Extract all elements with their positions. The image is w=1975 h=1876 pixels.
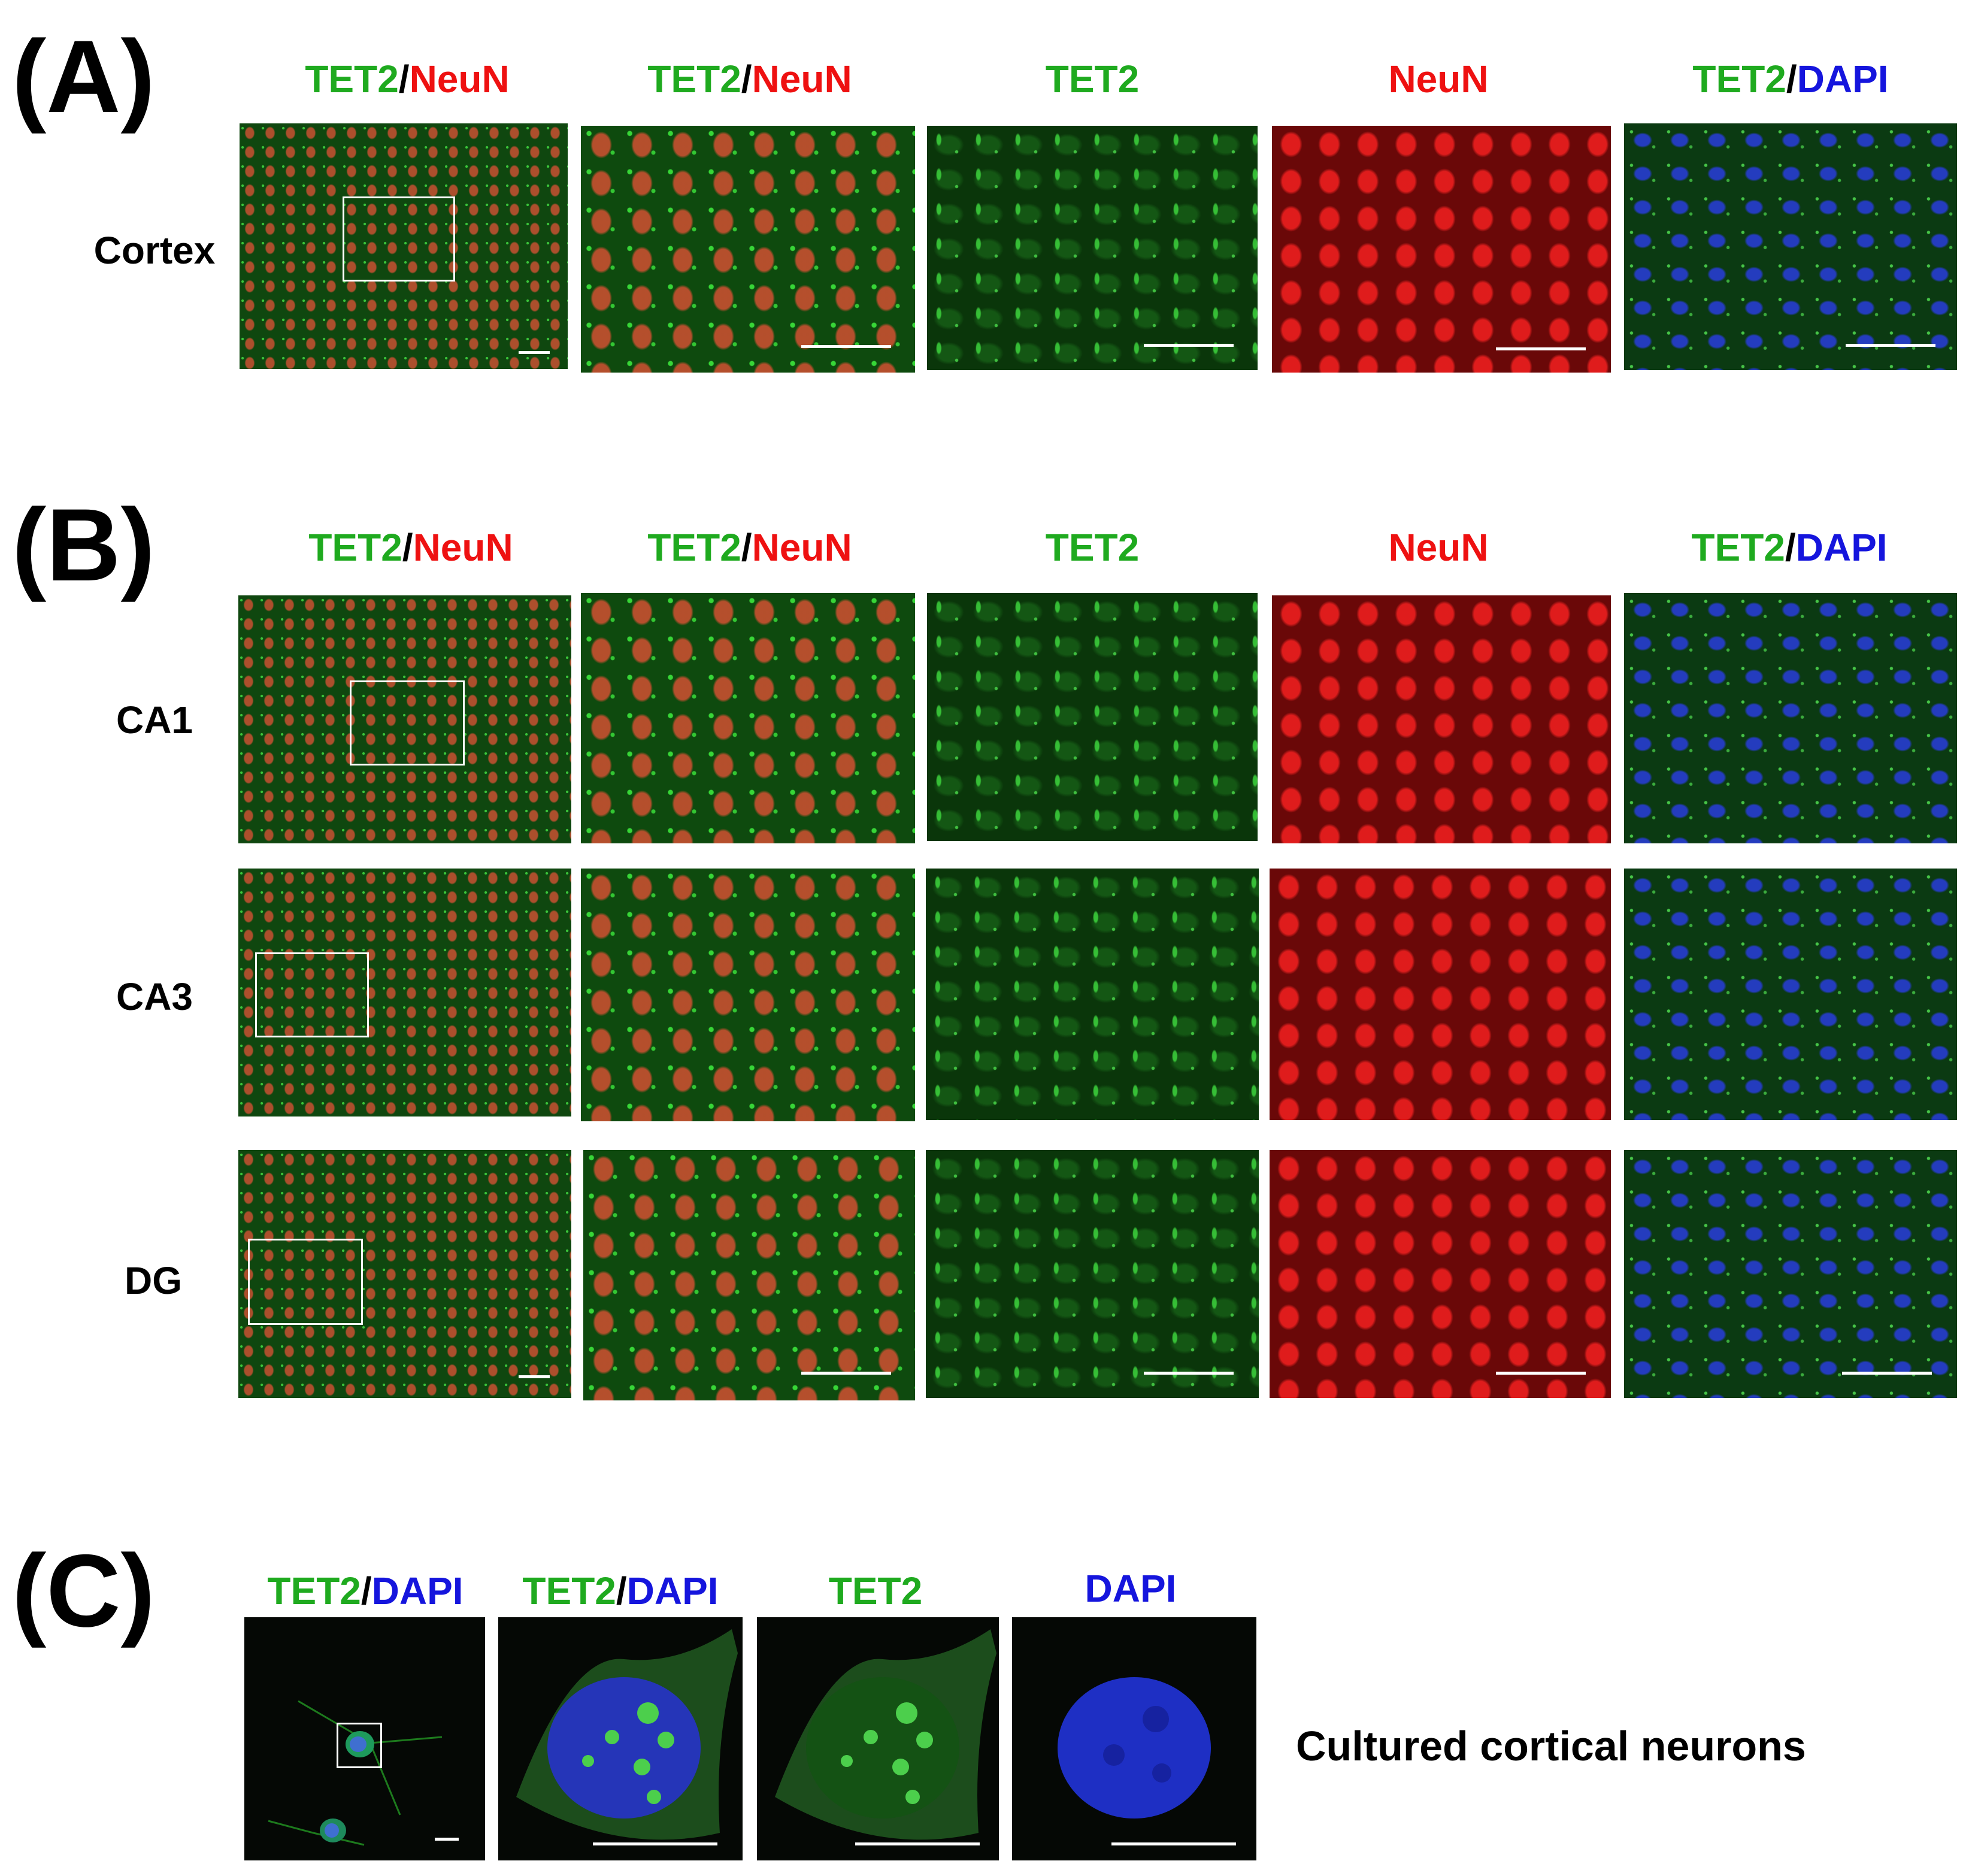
scale-bar [801, 1372, 891, 1375]
tet2-label: TET2 [1692, 58, 1786, 101]
micrograph-cortex-merge-zoom [581, 126, 915, 373]
panel-c-letter: (C) [12, 1533, 155, 1648]
tet2-label: TET2 [647, 526, 741, 569]
panel-b-col1-title: TET2/NeuN [308, 528, 513, 567]
separator: / [361, 1569, 372, 1612]
separator: / [398, 58, 410, 101]
scale-bar [1846, 344, 1935, 347]
tet2-label: TET2 [647, 58, 741, 101]
row-label-ca1: CA1 [116, 698, 193, 742]
cultured-neurons-drawing [268, 1700, 443, 1846]
panel-a-col3-title: TET2 [1045, 58, 1140, 101]
dapi-label: DAPI [1795, 526, 1888, 569]
row-label-ca3: CA3 [116, 975, 193, 1018]
neuron-tet2-drawing [775, 1629, 996, 1840]
panel-b-col2-title: TET2/NeuN [647, 528, 852, 567]
micrograph-ca3-neun [1270, 869, 1611, 1120]
micrograph-cortex-neun [1272, 126, 1611, 373]
dapi-label: DAPI [1797, 58, 1889, 101]
panel-a-col1-title: TET2/NeuN [305, 60, 509, 98]
panel-a-col2-title: TET2/NeuN [647, 60, 852, 98]
scale-bar [855, 1842, 980, 1845]
neun-label: NeuN [413, 526, 513, 569]
dapi-label: DAPI [371, 1569, 464, 1612]
neun-label: NeuN [752, 526, 852, 569]
scale-bar [519, 1375, 550, 1378]
panel-c-col1-title: TET2/DAPI [267, 1572, 463, 1610]
micrograph-cortex-tet2-dapi [1624, 123, 1957, 370]
micrograph-cortex-tet2 [927, 126, 1258, 370]
dapi-label: DAPI [626, 1569, 719, 1612]
micrograph-cortex-overview [240, 123, 568, 369]
scale-bar [1144, 344, 1234, 347]
panel-b-col3-title: TET2 [1045, 526, 1140, 569]
panel-b-col5-title: TET2/DAPI [1691, 528, 1887, 567]
micrograph-ca1-overview [238, 595, 571, 843]
scale-bar [435, 1838, 459, 1841]
zoom-region-box [248, 1239, 363, 1325]
micrograph-ca3-merge-zoom [581, 869, 915, 1121]
zoom-region-box [337, 1723, 382, 1768]
separator: / [402, 526, 413, 569]
micrograph-ca3-overview [238, 869, 571, 1116]
scale-bar [519, 351, 550, 354]
scale-bar [1144, 1372, 1234, 1375]
panel-a-col4-title: NeuN [1388, 58, 1489, 101]
micrograph-dg-neun [1270, 1150, 1611, 1398]
zoom-region-box [343, 196, 455, 282]
micrograph-ca3-tet2 [926, 869, 1259, 1120]
neun-label: NeuN [752, 58, 852, 101]
micrograph-ca1-tet2 [927, 593, 1258, 841]
micrograph-cultured-neuron-tet2-dapi [498, 1617, 743, 1860]
separator: / [1786, 58, 1797, 101]
separator: / [1785, 526, 1796, 569]
scale-bar [1111, 1842, 1236, 1845]
neuron-dapi-drawing [1058, 1677, 1211, 1818]
scale-bar [1496, 1372, 1586, 1375]
separator: / [741, 58, 752, 101]
micrograph-dg-overview [238, 1150, 571, 1398]
tet2-label: TET2 [308, 526, 402, 569]
row-label-dg: DG [125, 1259, 182, 1302]
tet2-label: TET2 [305, 58, 399, 101]
tet2-label: TET2 [267, 1569, 361, 1612]
micrograph-cultured-neurons-overview [244, 1617, 485, 1860]
scale-bar [593, 1842, 717, 1845]
panel-c-col4-title: DAPI [1085, 1567, 1177, 1610]
panel-a-col5-title: TET2/DAPI [1692, 60, 1888, 98]
row-label-cortex: Cortex [93, 229, 216, 272]
neun-label: NeuN [409, 58, 510, 101]
separator: / [616, 1569, 627, 1612]
micrograph-ca1-merge-zoom [581, 593, 915, 843]
zoom-region-box [350, 680, 465, 765]
scale-bar [1496, 347, 1586, 350]
micrograph-ca3-tet2-dapi [1624, 869, 1957, 1120]
micrograph-ca1-neun [1272, 595, 1611, 843]
scale-bar [1842, 1372, 1932, 1375]
separator: / [741, 526, 752, 569]
panel-b-letter: (B) [12, 488, 155, 603]
micrograph-dg-merge-zoom [583, 1150, 915, 1400]
scale-bar [801, 345, 891, 348]
caption-cultured-cortical-neurons: Cultured cortical neurons [1296, 1723, 1806, 1769]
micrograph-dg-tet2-dapi [1624, 1150, 1957, 1398]
tet2-label: TET2 [1691, 526, 1785, 569]
tet2-label: TET2 [522, 1569, 616, 1612]
panel-c-col2-title: TET2/DAPI [522, 1572, 718, 1610]
micrograph-dg-tet2 [926, 1150, 1259, 1398]
micrograph-cultured-neuron-dapi [1012, 1617, 1256, 1860]
panel-b-col4-title: NeuN [1388, 526, 1489, 569]
panel-c-col3-title: TET2 [828, 1569, 923, 1612]
micrograph-cultured-neuron-tet2 [757, 1617, 999, 1860]
neuron-merge-drawing [516, 1629, 738, 1840]
zoom-region-box [255, 952, 369, 1037]
panel-a-letter: (A) [12, 19, 155, 134]
micrograph-ca1-tet2-dapi [1624, 593, 1957, 843]
